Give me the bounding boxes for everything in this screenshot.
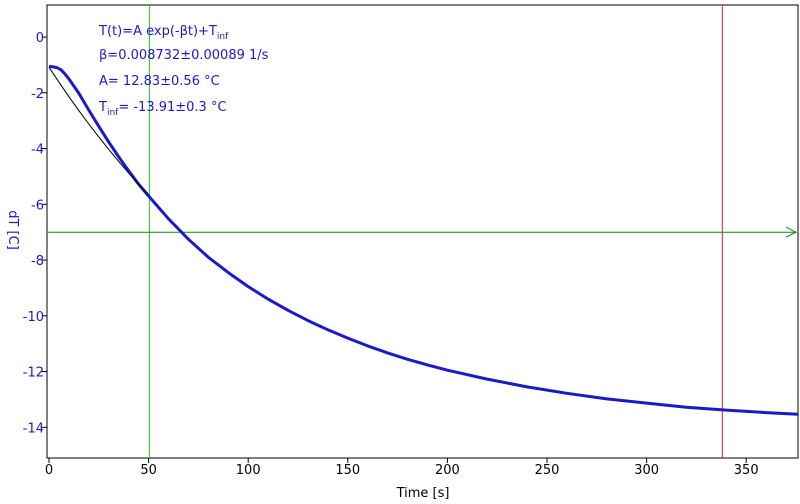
cursor-lines[interactable] bbox=[47, 5, 798, 458]
x-tick-label: 350 bbox=[734, 463, 759, 478]
plot-frame bbox=[46, 4, 799, 459]
x-tick-label: 200 bbox=[435, 463, 460, 478]
x-tick-label: 300 bbox=[634, 463, 659, 478]
series-layer bbox=[48, 64, 799, 416]
y-tick-label: 0 bbox=[36, 31, 44, 46]
y-tick-label: -6 bbox=[31, 198, 44, 213]
fit-annotations: T(t)=A exp(-βt)+Tinf β=0.008732±0.00089 … bbox=[98, 24, 269, 118]
series-fit-line bbox=[48, 66, 149, 196]
fit-formula: T(t)=A exp(-βt)+Tinf bbox=[98, 24, 229, 42]
y-tick-label: -12 bbox=[23, 366, 44, 381]
y-axis-title: dT [C] bbox=[5, 210, 20, 250]
x-tick-label: 250 bbox=[535, 463, 560, 478]
fit-amplitude: A= 12.83±0.56 °C bbox=[99, 74, 220, 89]
fit-beta: β=0.008732±0.00089 1/s bbox=[99, 48, 269, 63]
x-tick-label: 150 bbox=[335, 463, 360, 478]
x-tick-label: 50 bbox=[140, 463, 157, 478]
y-tick-label: -14 bbox=[23, 421, 44, 436]
cursor-arrow-icon[interactable] bbox=[785, 226, 798, 238]
series-measured-line bbox=[48, 64, 799, 416]
x-tick-label: 100 bbox=[236, 463, 261, 478]
tick-marks bbox=[42, 36, 747, 463]
x-tick-label: 0 bbox=[45, 463, 53, 478]
y-tick-label: -2 bbox=[31, 87, 44, 102]
y-tick-label: -4 bbox=[31, 143, 44, 158]
x-axis-title: Time [s] bbox=[396, 486, 450, 501]
fit-tinf: Tinf= -13.91±0.3 °C bbox=[98, 100, 227, 118]
y-tick-label: -8 bbox=[31, 254, 44, 269]
y-tick-label: -10 bbox=[23, 310, 44, 325]
